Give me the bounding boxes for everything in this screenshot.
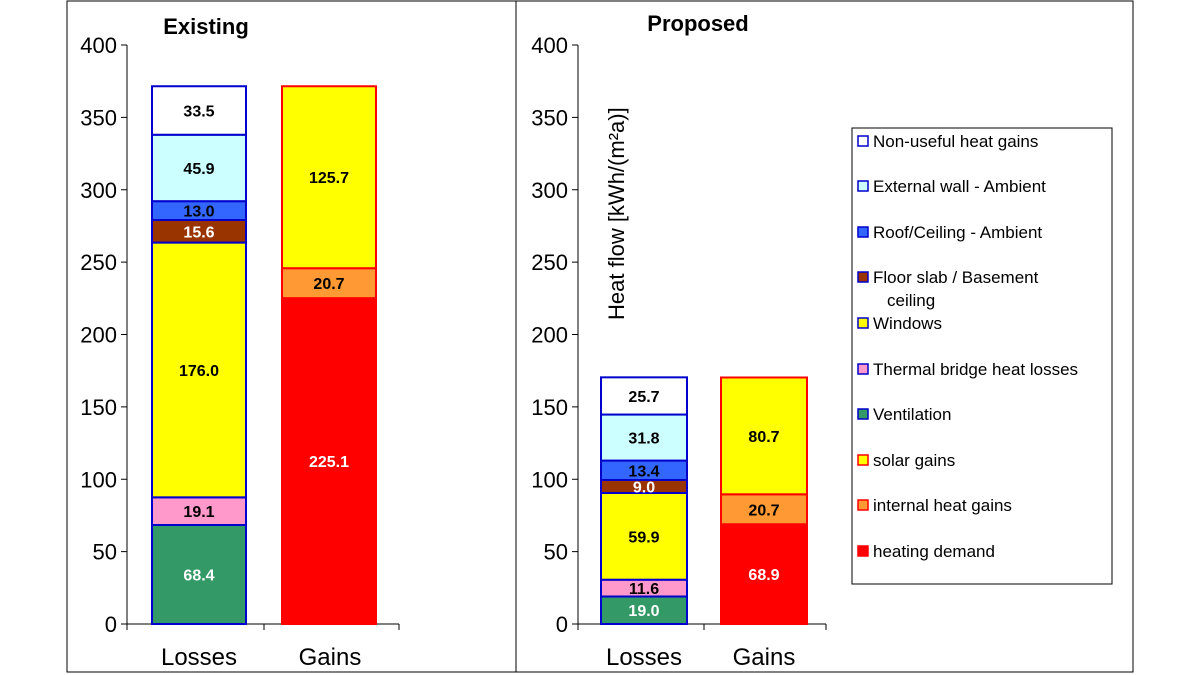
existing-gains-data-label-solar-gains: 125.7 xyxy=(309,170,349,187)
existing-y-tick-label: 100 xyxy=(80,467,117,492)
legend-item-windows: Windows xyxy=(857,314,942,333)
legend-label: Ventilation xyxy=(873,405,951,424)
proposed-losses-bar-external-wall-ambient xyxy=(600,413,688,462)
legend-label: Non-useful heat gains xyxy=(873,132,1038,151)
proposed-y-tick-label: 350 xyxy=(531,105,568,130)
existing-gains-bar-internal-heat-gains xyxy=(281,267,377,300)
proposed-y-tick-label: 50 xyxy=(544,540,568,565)
existing-losses-data-label-external-wall-ambient: 45.9 xyxy=(183,161,214,178)
proposed-y-tick-label: 250 xyxy=(531,250,568,275)
proposed-y-tick-label: 400 xyxy=(531,33,568,58)
proposed-category-label-losses: Losses xyxy=(606,644,682,671)
proposed-y-tick-label: 150 xyxy=(531,395,568,420)
proposed-y-axis-label: Heat flow [kWh/(m²a)] xyxy=(604,107,629,320)
proposed-losses-data-label-non-useful-heat-gains: 25.7 xyxy=(628,389,659,406)
existing-gains-data-label-heating-demand: 225.1 xyxy=(309,454,349,471)
proposed-gains-bar-internal-heat-gains xyxy=(720,493,808,526)
existing-losses-bar-thermal-bridge-heat-losses xyxy=(151,496,247,526)
existing-category-label-losses: Losses xyxy=(161,644,237,671)
existing-losses-bar-external-wall-ambient xyxy=(151,133,247,203)
proposed-category-label-gains: Gains xyxy=(733,644,796,671)
legend-swatch xyxy=(857,454,869,466)
proposed-losses-data-label-floor-slab-basement-ceiling: 9.0 xyxy=(633,479,655,496)
legend-swatch xyxy=(857,317,869,329)
existing-gains-bar-solar-gains xyxy=(281,85,377,270)
legend-swatch xyxy=(857,271,869,283)
proposed-gains-data-label-internal-heat-gains: 20.7 xyxy=(748,502,779,519)
legend-label: Windows xyxy=(873,314,942,333)
proposed-losses-bar-ventilation xyxy=(600,595,688,625)
legend-label: solar gains xyxy=(873,451,955,470)
legend-swatch xyxy=(857,180,869,192)
proposed-losses-data-label-roof-ceiling-ambient: 13.4 xyxy=(628,463,659,480)
existing-losses-bar-ventilation xyxy=(151,523,247,626)
legend-item-heating-demand: heating demand xyxy=(857,542,995,561)
proposed-y-tick-label: 100 xyxy=(531,467,568,492)
legend-label: Roof/Ceiling - Ambient xyxy=(873,223,1042,242)
proposed-chart-title: Proposed xyxy=(647,11,748,36)
legend-label: heating demand xyxy=(873,542,995,561)
existing-losses-bar-non-useful-heat-gains xyxy=(151,85,247,136)
legend-swatch xyxy=(857,545,869,557)
existing-losses-data-label-roof-ceiling-ambient: 13.0 xyxy=(183,204,214,221)
legend-item-floor-slab-basement-ceiling: Floor slab / Basement ceiling xyxy=(857,268,1039,310)
proposed-y-tick-label: 0 xyxy=(556,612,568,637)
existing-chart-title: Existing xyxy=(163,14,249,39)
legend-swatch xyxy=(857,226,869,238)
existing-losses-data-label-ventilation: 68.4 xyxy=(183,567,214,584)
existing-y-tick-label: 0 xyxy=(105,612,117,637)
existing-y-tick-label: 200 xyxy=(80,323,117,348)
legend-item-non-useful-heat-gains: Non-useful heat gains xyxy=(857,132,1038,151)
existing-losses-bar-windows xyxy=(151,241,247,499)
legend-swatch xyxy=(857,135,869,147)
existing-losses-data-label-thermal-bridge-heat-losses: 19.1 xyxy=(183,504,214,521)
existing-y-tick-label: 400 xyxy=(80,33,117,58)
legend-swatch xyxy=(857,499,869,511)
existing-losses-data-label-windows: 176.0 xyxy=(179,363,219,380)
legend-swatch xyxy=(857,408,869,420)
legend: Non-useful heat gains External wall - Amb… xyxy=(857,132,1078,561)
legend-item-solar-gains: solar gains xyxy=(857,451,955,470)
legend-item-external-wall-ambient: External wall - Ambient xyxy=(857,177,1046,196)
legend-swatch xyxy=(857,363,869,375)
proposed-losses-data-label-thermal-bridge-heat-losses: 11.6 xyxy=(629,581,659,598)
existing-y-tick-label: 50 xyxy=(93,540,117,565)
existing-y-tick-label: 150 xyxy=(80,395,117,420)
existing-category-label-gains: Gains xyxy=(299,644,362,671)
legend-label: External wall - Ambient xyxy=(873,177,1046,196)
chart-panels: 0 50 100 150 200 250 300 350 400 Losses Gains 68.4 1… xyxy=(80,33,827,671)
existing-losses-data-label-non-useful-heat-gains: 33.5 xyxy=(183,103,214,120)
proposed-gains-data-label-heating-demand: 68.9 xyxy=(748,567,779,584)
proposed-y-tick-label: 200 xyxy=(531,323,568,348)
proposed-panel: 0 50 100 150 200 250 300 350 400 Losses Gains 19.0 1… xyxy=(531,33,827,671)
proposed-y-tick-label: 300 xyxy=(531,178,568,203)
legend-label: internal heat gains xyxy=(873,496,1012,515)
legend-label: Thermal bridge heat losses xyxy=(873,360,1078,379)
existing-gains-bar-heating-demand xyxy=(281,297,377,625)
legend-item-internal-heat-gains: internal heat gains xyxy=(857,496,1012,515)
existing-y-tick-label: 300 xyxy=(80,178,117,203)
legend-item-ventilation: Ventilation xyxy=(857,405,951,424)
existing-y-tick-label: 350 xyxy=(80,105,117,130)
existing-panel: 0 50 100 150 200 250 300 350 400 Losses Gains 68.4 1… xyxy=(80,33,400,671)
proposed-gains-bar-solar-gains xyxy=(720,376,808,496)
proposed-losses-data-label-windows: 59.9 xyxy=(628,529,659,546)
proposed-losses-bar-non-useful-heat-gains xyxy=(600,376,688,416)
legend-label-continued: ceiling xyxy=(887,291,935,310)
proposed-losses-data-label-external-wall-ambient: 31.8 xyxy=(628,431,659,448)
proposed-losses-data-label-ventilation: 19.0 xyxy=(628,603,659,620)
existing-losses-data-label-floor-slab-basement-ceiling: 15.6 xyxy=(183,224,214,241)
legend-box xyxy=(851,127,1113,585)
legend-item-thermal-bridge-heat-losses: Thermal bridge heat losses xyxy=(857,360,1078,379)
legend-label: Floor slab / Basement xyxy=(873,268,1039,287)
existing-y-tick-label: 250 xyxy=(80,250,117,275)
legend-item-roof-ceiling-ambient: Roof/Ceiling - Ambient xyxy=(857,223,1042,242)
existing-gains-data-label-internal-heat-gains: 20.7 xyxy=(313,276,344,293)
proposed-gains-data-label-solar-gains: 80.7 xyxy=(748,429,779,446)
